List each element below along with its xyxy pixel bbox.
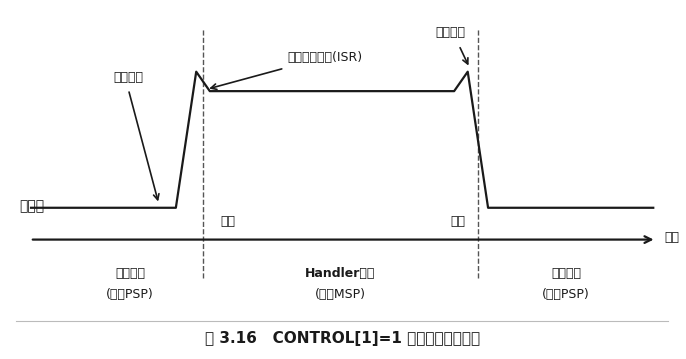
Text: (使用PSP): (使用PSP) bbox=[542, 288, 590, 301]
Text: 中断退出: 中断退出 bbox=[436, 26, 466, 39]
Text: Handler模式: Handler模式 bbox=[305, 267, 376, 280]
Text: 线程模式: 线程模式 bbox=[115, 267, 145, 280]
Text: 中断服务例程(ISR): 中断服务例程(ISR) bbox=[287, 51, 363, 64]
Text: (使用PSP): (使用PSP) bbox=[106, 288, 154, 301]
Text: 图 3.16   CONTROL[1]=1 时的堆栈切换情况: 图 3.16 CONTROL[1]=1 时的堆栈切换情况 bbox=[204, 331, 480, 346]
Text: 中断事件: 中断事件 bbox=[113, 70, 143, 84]
Text: 出栈: 出栈 bbox=[451, 215, 466, 228]
Text: (使用MSP): (使用MSP) bbox=[315, 288, 366, 301]
Text: 入栈: 入栈 bbox=[220, 215, 235, 228]
Text: 线程模式: 线程模式 bbox=[551, 267, 581, 280]
Text: 时间: 时间 bbox=[665, 231, 680, 244]
Text: 主程序: 主程序 bbox=[20, 199, 45, 213]
